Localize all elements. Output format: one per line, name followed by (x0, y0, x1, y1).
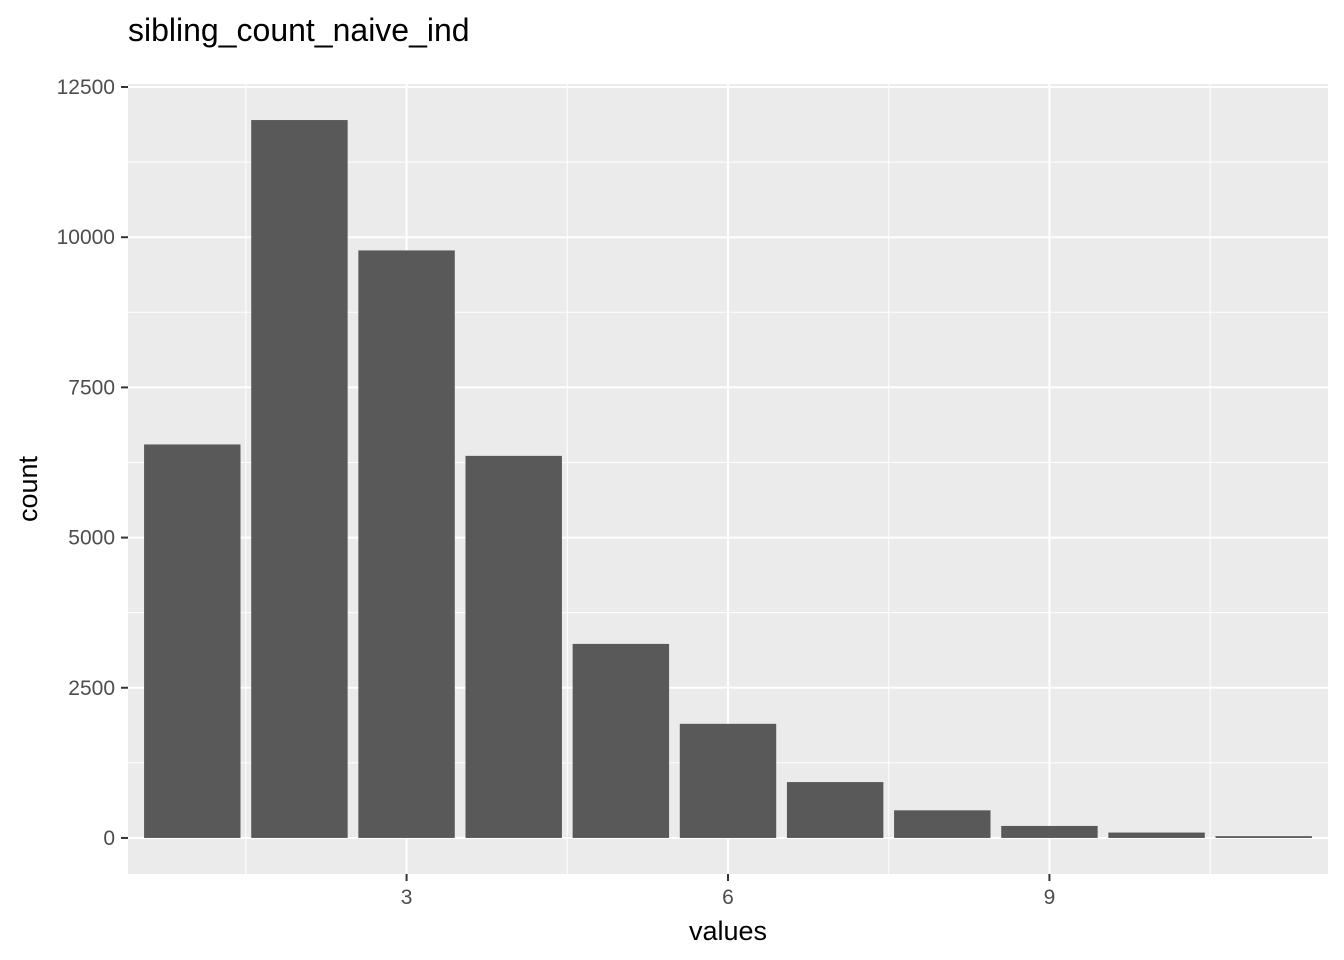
y-tick-label: 7500 (68, 376, 115, 399)
chart-title: sibling_count_naive_ind (128, 12, 470, 48)
bar (1001, 825, 1098, 838)
y-tick-label: 2500 (68, 677, 115, 700)
bar (358, 250, 455, 838)
bar (465, 455, 562, 838)
y-axis-title: count (13, 455, 43, 522)
y-tick-label: 10000 (57, 226, 115, 249)
y-tick-label: 5000 (68, 527, 115, 550)
y-axis: 0 2500 5000 7500 10000 12500 (57, 76, 128, 850)
bar (894, 810, 991, 838)
bar (572, 643, 670, 838)
y-tick-label: 0 (103, 827, 115, 850)
bars (144, 120, 1312, 838)
x-tick-label: 6 (722, 886, 734, 909)
x-axis: 3 6 9 (401, 874, 1056, 909)
y-tick-label: 12500 (57, 76, 115, 99)
bar (144, 444, 241, 838)
bar (251, 120, 348, 838)
bar (679, 723, 777, 838)
x-tick-label: 9 (1044, 886, 1056, 909)
x-tick-label: 3 (401, 886, 413, 909)
x-axis-title: values (689, 916, 767, 946)
bar (786, 782, 884, 838)
bar (1108, 832, 1205, 838)
bar (1215, 836, 1312, 838)
